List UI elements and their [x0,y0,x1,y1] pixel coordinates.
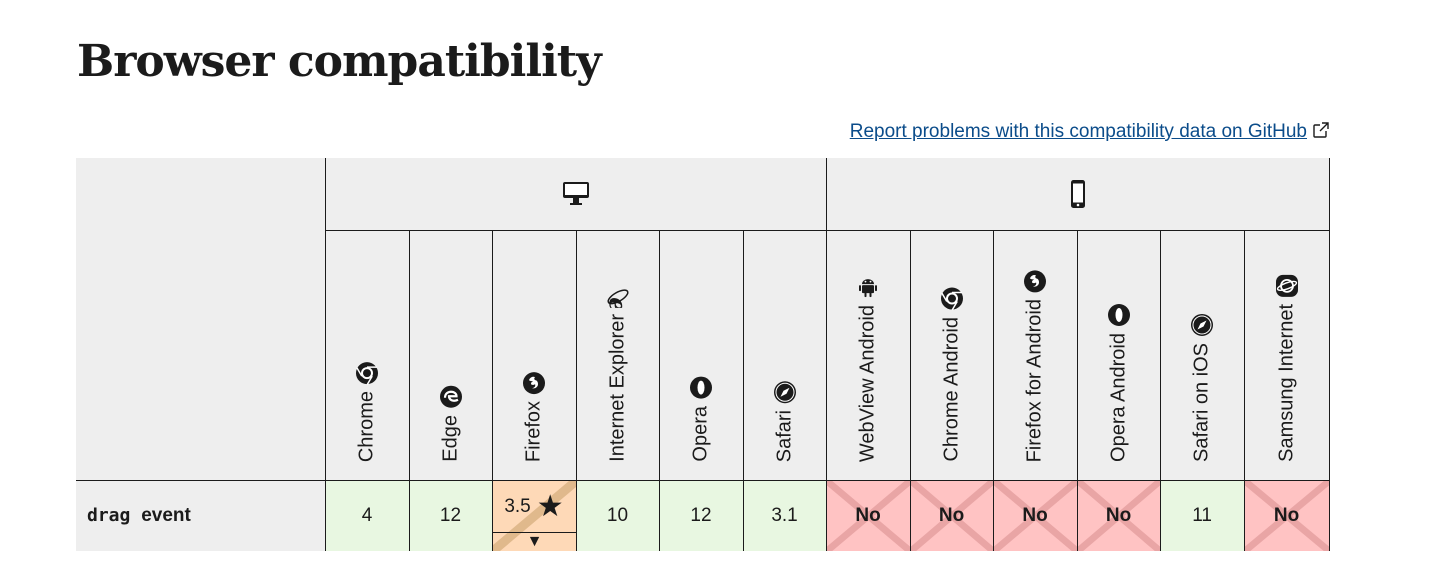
browser-header-safari: Safari [742,230,827,481]
triangle-down-icon: ▼ [526,533,543,550]
ie-icon: e [606,284,630,308]
browser-header-opera-android: Opera Android [1076,230,1161,481]
browser-header-content: Firefox for Android [1023,269,1047,462]
browser-name: Safari [773,409,796,462]
page-title: Browser compatibility [77,36,602,87]
browser-name: WebView Android [856,304,879,462]
support-value: 3.1 [771,505,798,526]
support-cell-internet-explorer: 10 [575,480,659,551]
expand-toggle-button[interactable]: ▼ [493,532,576,551]
samsung-icon [1275,274,1299,298]
feature-code: drag [87,505,131,526]
browser-header-content: Samsung Internet [1275,274,1299,462]
support-cell-firefox-for-android: No [992,480,1078,551]
safari-icon [1190,313,1214,337]
browser-header-content: Chrome Android [940,287,964,462]
browser-header-samsung-internet: Samsung Internet [1243,230,1330,481]
compat-table: Chrome Edge Firefox Internet Explorer e Opera… [76,158,1330,551]
android-icon [856,275,880,299]
report-link-label: Report problems with this compatibility … [849,121,1307,142]
browser-header-content: Opera Android [1107,303,1131,462]
browser-row: Chrome Edge Firefox Internet Explorer e Opera… [76,230,1330,481]
browser-header-edge: Edge [408,230,492,481]
support-cell-samsung-internet: No [1243,480,1330,551]
firefox-icon [1023,269,1047,293]
platform-row [76,158,1330,481]
feature-name[interactable]: drag event [76,480,325,551]
chrome-icon [940,287,964,312]
external-link-icon [1313,122,1329,138]
support-value: 4 [361,505,373,526]
feature-row: drag event 4 12 3.5 ★ ▼ 10 12 3.1 No No No No 11 No [76,480,1330,551]
browser-header-opera: Opera [658,230,743,481]
browser-header-chrome-android: Chrome Android [909,230,994,481]
browser-header-content: Safari [773,380,797,462]
table-corner [76,158,325,481]
mobile-icon [1070,180,1085,208]
support-value: No [938,505,965,526]
support-value: 12 [690,505,712,526]
support-value: 3.5 [504,495,531,517]
browser-header-content: Chrome [355,361,379,462]
feature-label: event [141,505,191,526]
support-value: No [1022,505,1048,526]
browser-header-content: Firefox [522,371,546,462]
browser-header-content: Opera [689,376,713,462]
browser-name: Samsung Internet [1275,304,1298,462]
support-value: No [1105,505,1132,526]
opera-icon [689,376,713,400]
desktop-icon [562,182,589,205]
support-cell-chrome: 4 [324,480,409,551]
browser-header-firefox-for-android: Firefox for Android [992,230,1078,481]
support-cell-opera-android: No [1076,480,1161,551]
support-value: 10 [606,505,629,526]
support-value: 12 [439,505,462,526]
edge-icon [439,385,463,409]
browser-name: Internet Explorer [606,314,628,462]
platform-desktop [324,158,827,231]
browser-header-webview-android: WebView Android [825,230,911,481]
star-note-icon: ★ [536,489,564,523]
support-cell-safari-on-ios: 11 [1159,480,1245,551]
platform-mobile [825,158,1330,231]
browser-header-chrome: Chrome [324,230,409,481]
support-value: 11 [1192,505,1212,526]
support-cell-edge: 12 [408,480,492,551]
chrome-icon [355,361,379,385]
browser-header-content: Edge [439,385,463,462]
browser-header-safari-on-ios: Safari on iOS [1159,230,1245,481]
partial-support-value: 3.5 ★ [493,481,576,532]
support-cell-firefox[interactable]: 3.5 ★ ▼ [491,480,576,551]
browser-name: Chrome [355,390,378,462]
browser-header-firefox: Firefox [491,230,576,481]
support-cell-safari: 3.1 [742,480,827,551]
browser-name: Chrome Android [940,317,963,462]
browser-name: Safari on iOS [1190,343,1213,462]
support-cell-opera: 12 [658,480,743,551]
browser-name: Firefox [522,400,545,462]
support-cell-webview-android: No [825,480,911,551]
support-cell-chrome-android: No [909,480,994,551]
browser-name: Firefox for Android [1023,298,1046,462]
support-value: No [855,505,881,526]
browser-name: Opera [689,406,712,462]
opera-icon [1107,303,1131,327]
support-value: No [1273,505,1300,526]
report-problems-link[interactable]: Report problems with this compatibility … [850,121,1329,143]
browser-header-content: Safari on iOS [1190,313,1214,462]
browser-header-content: WebView Android [856,275,880,462]
safari-icon [773,380,797,404]
browser-name: Opera Android [1107,333,1130,462]
browser-header-internet-explorer: Internet Explorer e [575,230,659,481]
firefox-icon [522,371,546,395]
browser-name: Edge [439,415,461,462]
browser-header-content: Internet Explorer e [606,284,630,462]
